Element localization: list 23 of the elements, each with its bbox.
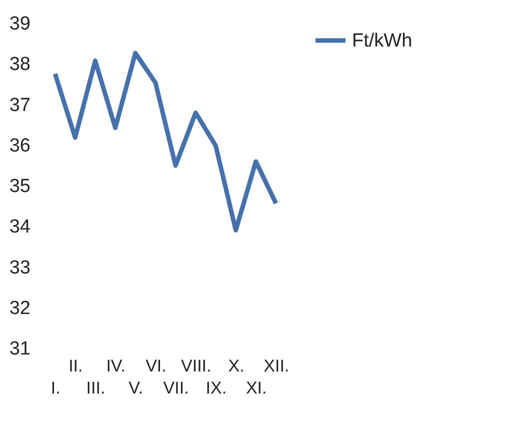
x-tick-label: IX. bbox=[206, 378, 227, 398]
x-tick-label: X. bbox=[228, 356, 244, 376]
x-tick-label: II. bbox=[68, 356, 83, 376]
x-tick-label: I. bbox=[50, 378, 60, 398]
y-tick-label: 32 bbox=[9, 298, 30, 319]
y-tick-label: 36 bbox=[9, 135, 30, 156]
x-tick-label: IV. bbox=[106, 356, 126, 376]
x-tick-label: III. bbox=[86, 378, 106, 398]
x-tick-label: V. bbox=[128, 378, 144, 398]
y-tick-label: 33 bbox=[9, 257, 30, 278]
y-tick-label: 34 bbox=[9, 216, 31, 238]
y-tick-label: 37 bbox=[9, 94, 30, 116]
x-tick-label: XII. bbox=[264, 356, 290, 376]
x-tick-label: XI. bbox=[246, 378, 267, 398]
y-tick-label: 38 bbox=[9, 54, 30, 76]
y-tick-label: 35 bbox=[9, 176, 30, 197]
x-tick-label: VI. bbox=[146, 356, 166, 376]
y-tick-label: 39 bbox=[9, 14, 30, 34]
line-series bbox=[52, 50, 278, 232]
legend-label: Ft/kWh bbox=[352, 30, 412, 52]
x-tick-label: VII. bbox=[163, 378, 189, 398]
x-tick-label: VIII. bbox=[181, 356, 212, 376]
y-tick-label: 31 bbox=[9, 338, 30, 360]
